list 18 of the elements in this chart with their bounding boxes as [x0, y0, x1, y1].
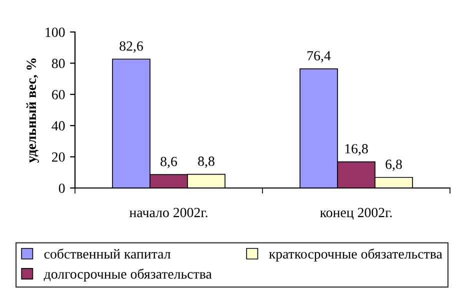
data-label: 8,8 [198, 156, 214, 168]
y-tick-label: 0 [58, 184, 65, 193]
y-tick-label: 60 [52, 90, 65, 100]
y-tick-label: 80 [52, 58, 65, 68]
x-tick-label: начало 2002г. [129, 208, 208, 218]
y-tick-label: 40 [52, 121, 65, 131]
y-tick-label: 20 [52, 152, 65, 162]
legend-label: долгосрочные обязательства [44, 268, 212, 282]
legend-label: собственный капитал [44, 248, 170, 259]
legend-label: краткосрочные обязательства [269, 248, 442, 262]
y-axis-title: удельный вес, % [26, 58, 39, 163]
data-label: 82,6 [120, 41, 143, 53]
data-label: 6,8 [386, 160, 402, 172]
y-tick-label: 100 [46, 28, 65, 37]
data-label: 16,8 [345, 144, 368, 156]
data-label: 8,6 [160, 156, 178, 168]
x-tick-label: конец 2002г. [320, 208, 392, 220]
data-label: 76,4 [308, 51, 331, 62]
